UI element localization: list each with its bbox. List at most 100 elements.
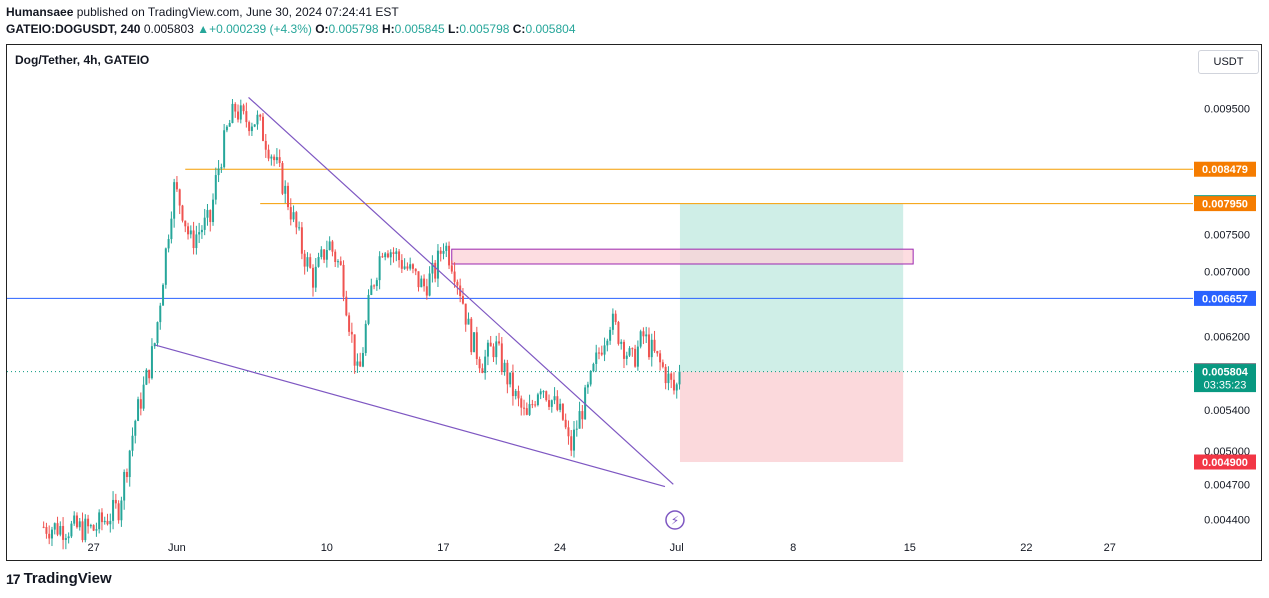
- candle-body: [56, 523, 59, 535]
- candle-body: [453, 271, 456, 282]
- y-tick-label: 0.004700: [1204, 479, 1250, 491]
- candle-body: [553, 396, 556, 401]
- candle-body: [139, 399, 142, 409]
- candle-body: [209, 210, 212, 223]
- candle-body: [434, 262, 437, 279]
- price-label-box: [1194, 196, 1256, 212]
- countdown-label: 03:35:23: [1204, 380, 1247, 392]
- candle-body: [473, 332, 476, 353]
- candle-body: [436, 250, 439, 279]
- candle-body: [414, 268, 417, 272]
- candle-body: [561, 403, 564, 420]
- price-label-box: [1194, 454, 1256, 470]
- candle-body: [581, 411, 584, 420]
- currency-button[interactable]: USDT: [1198, 50, 1259, 74]
- candle-body: [467, 318, 470, 325]
- candle-body: [392, 252, 395, 255]
- candle-body: [353, 334, 356, 366]
- candle-body: [550, 400, 553, 407]
- candle-body: [253, 124, 256, 127]
- open-label: O:: [315, 22, 329, 36]
- x-tick-label: 27: [1104, 542, 1116, 554]
- candle-body: [373, 285, 376, 287]
- candle-body: [150, 346, 153, 379]
- price-label-text: 0.005804: [1202, 367, 1249, 379]
- low-label: L:: [448, 22, 460, 36]
- candle-body: [48, 533, 51, 539]
- candle-body: [339, 261, 342, 265]
- candle-body: [212, 199, 215, 223]
- x-tick-label: 22: [1020, 542, 1032, 554]
- candle-body: [164, 248, 167, 285]
- x-tick-label: 27: [87, 542, 99, 554]
- candle-body: [311, 267, 314, 288]
- publish-details: published on TradingView.com, June 30, 2…: [76, 5, 399, 19]
- candle-body: [381, 256, 384, 258]
- candle-body: [223, 130, 226, 168]
- candle-body: [542, 391, 545, 393]
- candle-body: [442, 250, 445, 254]
- candle-body: [278, 157, 281, 164]
- candle-body: [103, 520, 106, 523]
- candle-body: [520, 398, 523, 408]
- candle-body: [53, 523, 56, 530]
- candle-body: [536, 394, 539, 406]
- candle-body: [112, 499, 115, 521]
- candle-body: [181, 205, 184, 221]
- candle-body: [109, 520, 112, 525]
- candle-body: [153, 343, 156, 347]
- candle-body: [425, 286, 428, 296]
- candle-body: [367, 294, 370, 324]
- candle-body: [295, 212, 298, 228]
- candle-body: [336, 261, 339, 263]
- tradingview-logo-icon: 17: [6, 570, 21, 587]
- close-label: C:: [512, 22, 526, 36]
- candle-body: [375, 280, 378, 287]
- candle-body: [622, 341, 625, 359]
- candle-body: [106, 520, 109, 525]
- candle-body: [528, 404, 531, 415]
- candle-body: [531, 404, 534, 406]
- low-value: 0.005798: [459, 22, 510, 36]
- candle-body: [356, 361, 359, 366]
- candle-body: [364, 323, 367, 354]
- footer-brand: TradingView: [23, 570, 112, 587]
- candle-body: [475, 332, 478, 360]
- chart-legend: Dog/Tether, 4h, GATEIO: [15, 53, 150, 67]
- y-tick-label: 0.007000: [1204, 267, 1250, 279]
- candle-body: [423, 278, 426, 287]
- candle-body: [50, 529, 53, 539]
- candle-body: [411, 264, 414, 269]
- x-tick-label: 24: [554, 542, 566, 554]
- candle-body: [134, 420, 137, 436]
- candle-body: [445, 245, 448, 251]
- candle-body: [342, 264, 345, 297]
- candle-body: [320, 249, 323, 258]
- candle-body: [217, 168, 220, 176]
- candle-body: [123, 471, 126, 501]
- candle-body: [89, 525, 92, 527]
- candle-body: [131, 435, 134, 451]
- candle-body: [642, 331, 645, 337]
- candle-body: [667, 373, 670, 384]
- candle-body: [450, 265, 453, 272]
- candle-body: [539, 391, 542, 395]
- candle-body: [345, 296, 348, 316]
- candle-body: [173, 182, 176, 219]
- tradingview-footer[interactable]: 17 TradingView: [6, 570, 112, 587]
- candle-body: [87, 518, 90, 527]
- order-block-zone: [451, 248, 914, 265]
- candle-body: [270, 156, 273, 159]
- candle-body: [464, 303, 467, 325]
- candle-body: [431, 262, 434, 274]
- candle-body: [481, 368, 484, 373]
- candle-body: [656, 351, 659, 354]
- candle-body: [170, 218, 173, 240]
- candle-body: [298, 227, 301, 229]
- candle-body: [178, 189, 181, 206]
- publish-info: Humansaee published on TradingView.com, …: [6, 5, 399, 19]
- candle-body: [603, 345, 606, 355]
- author-name: Humansaee: [6, 5, 74, 19]
- candle-body: [489, 342, 492, 347]
